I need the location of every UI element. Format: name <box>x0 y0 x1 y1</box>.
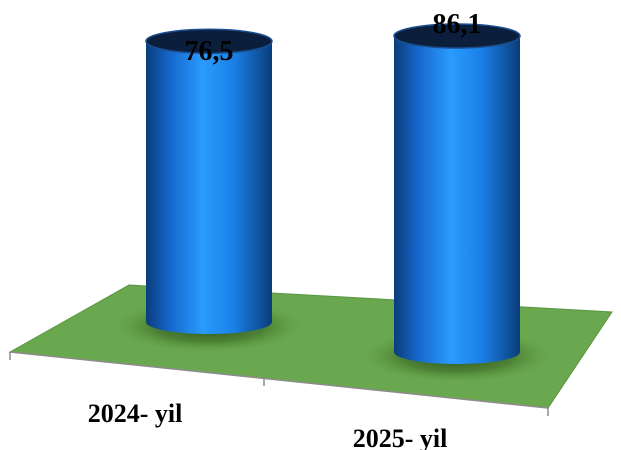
bars-group <box>116 23 550 382</box>
bar-top-2025-yil <box>393 23 521 49</box>
bar-2025-yil <box>394 36 520 364</box>
data-label-2025: 86,1 <box>433 9 482 40</box>
x-tick-label-2024: 2024- yil <box>88 399 183 428</box>
data-label-2024: 76,5 <box>185 36 234 67</box>
x-tick-label-2025: 2025- yil <box>353 424 448 450</box>
x-axis-line <box>9 351 549 409</box>
bar-top-2024-yil <box>145 28 273 54</box>
bar-2024-yil <box>146 41 272 335</box>
